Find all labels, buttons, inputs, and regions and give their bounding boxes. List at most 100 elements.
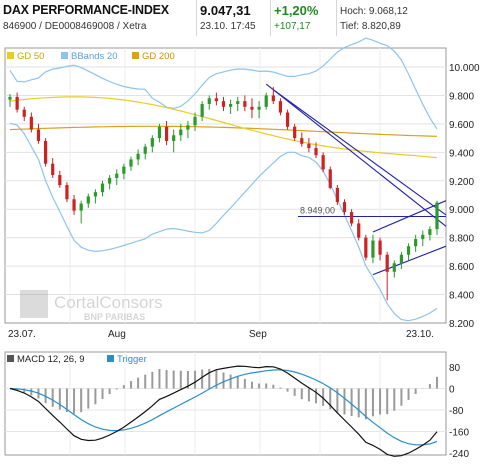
candle-body xyxy=(378,240,382,255)
candle-body xyxy=(385,254,389,272)
y-tick-label: 9.000 xyxy=(449,205,474,216)
candle-body xyxy=(79,203,83,211)
candle-body xyxy=(328,169,332,188)
candle-body xyxy=(243,101,247,107)
candle-body xyxy=(150,138,154,147)
y-tick-label: 10.000 xyxy=(449,63,480,74)
watermark-mark xyxy=(20,290,48,318)
candle-body xyxy=(335,187,339,203)
candle-body xyxy=(72,199,76,211)
candle-body xyxy=(65,185,69,200)
candle-body xyxy=(307,143,311,149)
candle-body xyxy=(414,239,418,247)
trigger-line xyxy=(9,369,438,446)
candle-body xyxy=(22,109,26,117)
candle-body xyxy=(115,173,119,178)
trigger-legend-label[interactable]: Trigger xyxy=(107,354,147,365)
candle-body xyxy=(406,246,411,255)
support-line-label: 8.949,00 xyxy=(300,205,335,215)
bollinger-upper-band xyxy=(9,37,438,130)
macd-y-tick-label: -160 xyxy=(449,428,469,439)
candle-body xyxy=(371,240,375,258)
candle-body xyxy=(172,135,176,141)
macd-line xyxy=(9,365,438,457)
candle-body xyxy=(193,116,197,126)
candle-body xyxy=(214,98,218,102)
candle-body xyxy=(58,175,62,186)
change-absolute: +107,17 xyxy=(274,21,311,32)
x-tick-aug: Aug xyxy=(108,329,126,340)
y-tick-label: 9.800 xyxy=(449,91,474,102)
candle-body xyxy=(108,177,112,184)
legend-gd200[interactable]: GD 200 xyxy=(132,51,175,62)
gd50-line xyxy=(9,96,438,159)
x-tick-sep: Sep xyxy=(249,329,267,340)
legend-bbands[interactable]: BBands 20 xyxy=(61,51,117,62)
candle-body xyxy=(350,212,354,224)
price-cell: 9.047,31 23.10. 17:45 xyxy=(196,0,271,36)
candle-body xyxy=(236,101,240,104)
candle-body xyxy=(264,95,268,107)
bollinger-lower-band xyxy=(9,122,438,322)
change-cell: +1,20% +107,17 xyxy=(270,0,337,36)
trendline-downtrend xyxy=(265,83,447,227)
candle-body xyxy=(179,129,183,136)
macd-y-tick-label: -80 xyxy=(449,406,464,417)
candle-body xyxy=(314,148,318,156)
candle-body xyxy=(271,95,275,102)
candle-body xyxy=(136,153,140,160)
candle-body xyxy=(122,166,126,174)
day-high: Hoch: 9.068,12 xyxy=(340,6,408,17)
candle-body xyxy=(200,103,204,117)
x-tick-23-10: 23.10. xyxy=(406,329,434,340)
candle-body xyxy=(435,202,439,230)
quote-datetime: 23.10. 17:45 xyxy=(200,21,256,32)
legend-gd50[interactable]: GD 50 xyxy=(7,51,44,62)
candle-body xyxy=(293,126,297,139)
watermark-sub: BNP PARIBAS xyxy=(84,312,145,322)
candle-body xyxy=(164,126,169,141)
candle-body xyxy=(51,163,55,176)
macd-legend-label[interactable]: MACD 12, 26, 9 xyxy=(7,354,85,365)
candle-body xyxy=(43,140,48,164)
candle-body xyxy=(300,138,304,144)
candle-body xyxy=(93,192,97,197)
candle-body xyxy=(364,237,368,258)
change-percent: +1,20% xyxy=(274,3,319,18)
last-price: 9.047,31 xyxy=(200,3,251,18)
x-tick-23-07: 23.07. xyxy=(8,329,36,340)
y-tick-label: 9.200 xyxy=(449,177,474,188)
quote-header: DAX PERFORMANCE-INDEX 846900 / DE0008469… xyxy=(0,0,487,36)
candle-body xyxy=(36,129,41,141)
candle-body xyxy=(357,223,361,238)
candle-body xyxy=(143,146,147,154)
candle-body xyxy=(100,183,105,193)
candle-body xyxy=(321,155,325,170)
candle-body xyxy=(15,96,19,110)
candle-body xyxy=(207,98,211,104)
day-low: Tief: 8.820,89 xyxy=(340,21,401,32)
y-tick-label: 8.400 xyxy=(449,291,474,302)
watermark-name: CortalConsors xyxy=(54,293,163,312)
candle-body xyxy=(186,125,190,130)
macd-y-tick-label: 0 xyxy=(449,385,455,396)
candle-body xyxy=(229,103,233,107)
y-tick-label: 9.400 xyxy=(449,148,474,159)
candle-body xyxy=(421,234,425,240)
instrument-ids: 846900 / DE0008469008 / Xetra xyxy=(3,21,147,32)
gd200-line xyxy=(9,125,438,137)
y-tick-label: 8.200 xyxy=(449,319,474,330)
y-tick-label: 8.600 xyxy=(449,262,474,273)
candle-body xyxy=(250,106,254,110)
candle-body xyxy=(392,263,396,272)
trendline-channel xyxy=(272,89,447,216)
y-tick-label: 9.600 xyxy=(449,120,474,131)
trendline-up-channel-bottom xyxy=(372,245,447,276)
y-tick-label: 8.800 xyxy=(449,234,474,245)
candle-body xyxy=(428,229,432,235)
candle-body xyxy=(221,101,226,107)
instrument-cell: DAX PERFORMANCE-INDEX 846900 / DE0008469… xyxy=(0,0,197,36)
candle-body xyxy=(29,116,33,130)
candle-body xyxy=(285,112,290,127)
